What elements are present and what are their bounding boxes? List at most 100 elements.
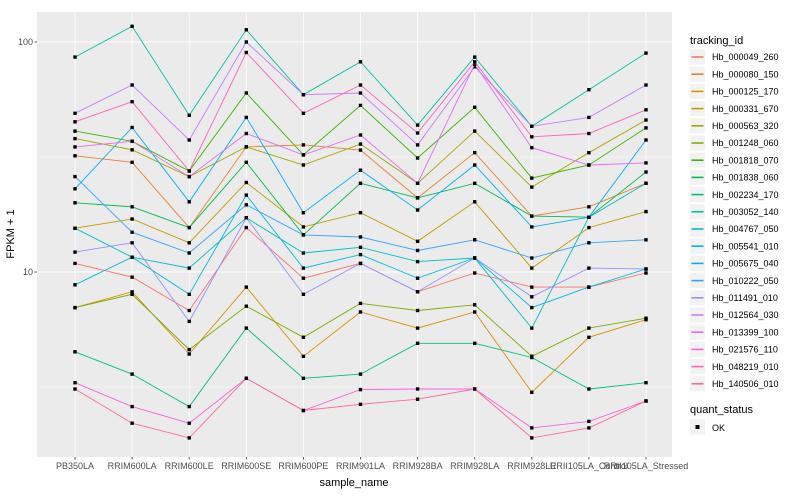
data-point (130, 290, 134, 294)
legend-item-quant-ok (690, 419, 705, 435)
data-point (73, 305, 77, 310)
data-point (644, 170, 648, 174)
data-point (587, 335, 591, 339)
data-point (415, 259, 420, 264)
legend-item-Hb_001248_060: Hb_001248_060 (690, 135, 779, 151)
data-point (187, 352, 191, 356)
y-axis-title: FPKM + 1 (5, 209, 17, 258)
data-point (473, 341, 477, 345)
x-tick-label: PB350LA (56, 461, 94, 471)
data-point (473, 62, 477, 66)
axis-layer: 100 10 PB350LA RRIM600LA RRIM600LE RRIM600SE R… (18, 37, 688, 471)
data-point (587, 205, 591, 209)
legend-item-label: Hb_011491_010 (712, 293, 778, 303)
legend-item-Hb_001838_060: Hb_001838_060 (690, 169, 779, 185)
legend-item-label: Hb_010222_050 (712, 276, 779, 286)
data-point (530, 305, 534, 310)
data-point (644, 316, 648, 320)
data-point (644, 108, 648, 112)
tracking-id-legend-title: tracking_id (690, 35, 743, 47)
data-point (415, 387, 420, 391)
data-point (530, 390, 534, 394)
legend-item-label: Hb_048219_010 (712, 362, 779, 372)
data-point (473, 129, 477, 133)
data-point (130, 255, 134, 259)
data-point (415, 397, 420, 401)
legend-item-label: Hb_005541_010 (712, 241, 779, 251)
data-point (301, 233, 306, 237)
data-point (73, 250, 77, 254)
x-tick-label: RRII105LA_Stressed (604, 461, 689, 471)
data-point (73, 136, 77, 141)
data-point (244, 285, 248, 289)
data-point (244, 193, 248, 197)
legend-item-label: Hb_002234_170 (712, 190, 779, 200)
legend-item-label: Hb_000080_150 (712, 69, 779, 79)
data-point (358, 168, 363, 172)
data-point (587, 163, 591, 167)
legend-item-label: Hb_013399_100 (712, 327, 779, 337)
quant-status-legend-title: quant_status (690, 404, 753, 416)
data-point (358, 133, 363, 137)
data-point (130, 205, 134, 209)
data-point (130, 372, 134, 376)
data-point (473, 387, 477, 391)
legend-item-Hb_011491_010: Hb_011491_010 (690, 290, 778, 306)
data-point (244, 115, 248, 120)
legend-item-Hb_004767_050: Hb_004767_050 (690, 221, 779, 237)
data-point (644, 138, 648, 142)
data-point (358, 181, 363, 185)
data-point (473, 271, 477, 275)
legend-item-Hb_012564_030: Hb_012564_030 (690, 307, 779, 323)
data-point (130, 148, 134, 152)
series-points-Hb_012564_030 (73, 40, 648, 147)
legend-item-Hb_000563_320: Hb_000563_320 (690, 118, 779, 134)
data-point (358, 91, 363, 95)
data-point (358, 148, 363, 152)
y-tick-label: 10 (23, 267, 33, 277)
data-point (130, 404, 134, 409)
data-point (244, 376, 248, 380)
data-point (473, 238, 477, 242)
data-point (130, 24, 134, 28)
data-point (130, 230, 134, 234)
data-point (187, 319, 191, 324)
y-tick-label: 100 (18, 37, 33, 47)
x-tick-label: RRII105LA_Control (550, 461, 628, 471)
data-point (130, 421, 134, 425)
panel-background (37, 12, 672, 457)
data-point (73, 111, 77, 115)
legend-item-Hb_003052_140: Hb_003052_140 (690, 204, 779, 220)
legend-item-label: Hb_001248_060 (712, 138, 779, 148)
data-point (301, 251, 306, 255)
data-point (187, 292, 191, 296)
data-point (301, 111, 306, 115)
data-point (130, 217, 134, 221)
data-point (73, 261, 77, 266)
x-tick-label: RRIM901LA (336, 461, 385, 471)
data-point (358, 142, 363, 146)
legend-item-Hb_000125_170: Hb_000125_170 (690, 83, 779, 99)
legend-item-label: Hb_000125_170 (712, 87, 779, 97)
data-point (473, 310, 477, 314)
data-point (130, 160, 134, 164)
data-point (130, 241, 134, 245)
data-point (358, 60, 363, 64)
data-point (530, 295, 534, 299)
data-point (73, 387, 77, 391)
data-point (130, 275, 134, 279)
data-point (301, 93, 306, 97)
series-layer (73, 24, 648, 440)
data-point (415, 131, 420, 135)
data-point (358, 261, 363, 266)
data-point (473, 65, 477, 69)
data-point (73, 201, 77, 205)
data-point (644, 238, 648, 242)
x-tick-label: RRIM600LE (165, 461, 214, 471)
x-tick-label: RRIM600SE (221, 461, 271, 471)
data-point (301, 408, 306, 413)
x-axis-title: sample_name (319, 477, 388, 489)
legend-item-label: Hb_140506_010 (712, 379, 779, 389)
legend-item-label: Hb_021576_110 (712, 345, 778, 355)
